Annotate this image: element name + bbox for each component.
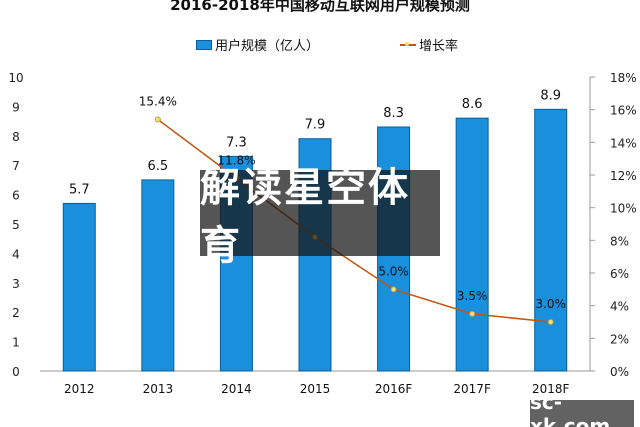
- growth-point-2013: [154, 116, 161, 123]
- bar-data-label: 5.7: [69, 182, 90, 197]
- overlay-banner: 解读星空体育: [200, 165, 440, 269]
- x-tick-label: 2015: [300, 382, 331, 396]
- bar-2017F: [455, 117, 489, 372]
- right-tick-label: 2%: [610, 332, 629, 346]
- left-tick-label: 8: [12, 130, 20, 144]
- growth-point-2018F: [547, 319, 554, 325]
- right-tick-label: 12%: [610, 169, 637, 183]
- right-tick-label: 18%: [610, 71, 637, 85]
- legend-item-bar: 用户规模（亿人）: [196, 35, 319, 54]
- bar-2013: [141, 179, 175, 372]
- x-tick-label: 2013: [143, 382, 174, 396]
- right-tick-label: 4%: [610, 300, 629, 314]
- bar-2012: [62, 202, 96, 372]
- x-tick-label: 2012: [64, 382, 95, 396]
- growth-data-label: 11.8%: [217, 153, 255, 167]
- right-tick-label: 16%: [610, 104, 637, 118]
- right-tick-label: 8%: [610, 234, 629, 248]
- x-tick-label: 2016F: [375, 382, 413, 396]
- bar-data-label: 8.3: [383, 106, 404, 121]
- growth-line: [157, 118, 551, 323]
- legend-swatch-line: [400, 41, 416, 46]
- left-tick-label: 9: [12, 100, 20, 114]
- growth-point-2017F: [469, 310, 476, 317]
- watermark: sc-xk.com: [530, 390, 634, 427]
- right-tick-label: 14%: [610, 136, 637, 150]
- left-tick-label: 7: [12, 159, 20, 173]
- legend-swatch-bar: [196, 39, 212, 50]
- left-tick-label: 0: [12, 365, 20, 379]
- bar-data-label: 8.9: [540, 88, 561, 103]
- left-tick-label: 5: [12, 218, 20, 232]
- x-tick-label: 2018F: [532, 382, 570, 396]
- right-tick-label: 0%: [610, 365, 629, 379]
- right-tick-label: 10%: [610, 202, 637, 216]
- growth-point-2016F: [390, 286, 397, 293]
- left-tick-label: 1: [12, 336, 20, 350]
- growth-data-label: 15.4%: [139, 94, 177, 108]
- bar-data-label: 7.9: [305, 118, 326, 133]
- legend-label-line: 增长率: [419, 39, 459, 54]
- bar-data-label: 8.6: [462, 97, 483, 112]
- chart-title: 2016-2018年中国移动互联网用户规模预测: [170, 0, 470, 14]
- growth-data-label: 3.0%: [535, 297, 566, 311]
- left-tick-label: 3: [12, 277, 20, 291]
- x-tick-label: 2017F: [453, 382, 491, 396]
- growth-data-label: 3.5%: [457, 289, 488, 303]
- legend-label-bar: 用户规模（亿人）: [215, 39, 320, 54]
- bar-data-label: 6.5: [148, 159, 169, 174]
- left-tick-label: 2: [12, 306, 20, 320]
- legend-item-line: 增长率: [400, 35, 458, 54]
- x-tick-label: 2014: [221, 382, 252, 396]
- left-tick-label: 6: [12, 189, 20, 203]
- bar-data-label: 7.3: [226, 135, 247, 150]
- left-tick-label: 10: [8, 71, 23, 85]
- right-tick-label: 6%: [610, 267, 629, 281]
- bar-2018F: [534, 108, 568, 372]
- growth-data-label: 5.0%: [378, 264, 409, 278]
- left-tick-label: 4: [12, 247, 20, 261]
